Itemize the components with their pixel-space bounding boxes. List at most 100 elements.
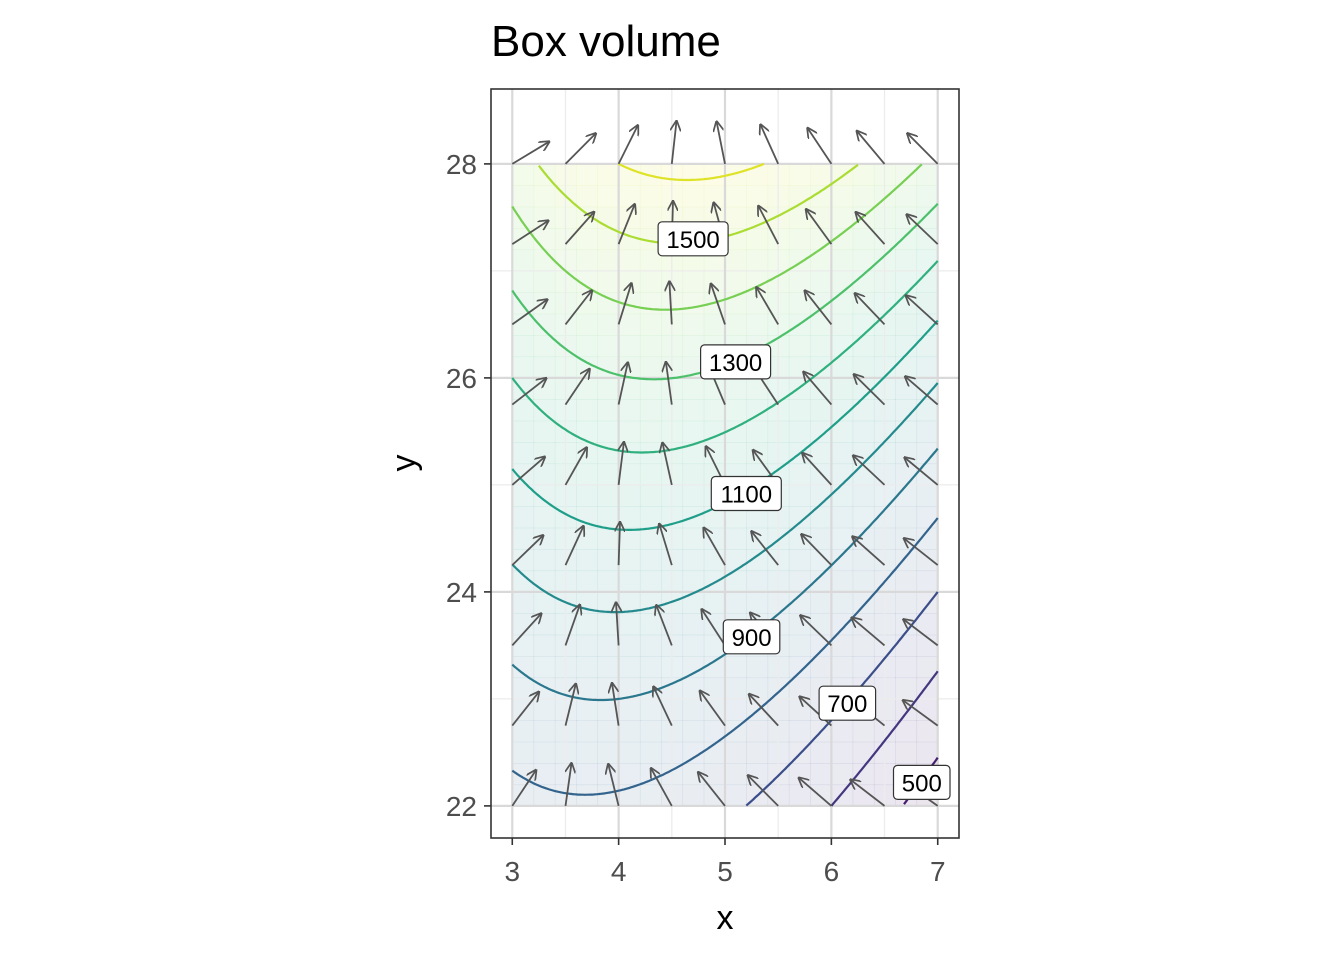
fill-cell <box>831 356 854 379</box>
x-tick-label: 6 <box>824 856 840 887</box>
fill-cell <box>831 313 854 336</box>
fill-cell <box>810 420 832 443</box>
fill-cell <box>576 228 598 251</box>
fill-cell <box>895 249 918 272</box>
fill-cell <box>895 656 918 679</box>
gradient-arrow <box>752 531 779 566</box>
fill-cell <box>597 292 620 315</box>
fill-cell <box>576 741 598 764</box>
fill-cell <box>746 677 769 700</box>
fill-cell <box>597 527 620 550</box>
contour-line <box>511 447 939 702</box>
fill-cell <box>852 784 875 807</box>
fill-cell <box>576 634 598 657</box>
chart-title: Box volume <box>491 17 721 66</box>
fill-cell <box>852 185 875 208</box>
gradient-arrow <box>853 456 886 486</box>
gradient-arrow <box>700 691 726 727</box>
fill-cell <box>788 399 811 422</box>
fill-cell <box>831 249 854 272</box>
fill-cell <box>597 463 620 486</box>
gradient-arrow <box>617 363 628 405</box>
fill-cell <box>618 549 641 572</box>
fill-cell <box>916 206 939 229</box>
fill-cell <box>810 249 832 272</box>
fill-cell <box>618 527 641 550</box>
x-axis: 3 4 5 6 7 <box>504 838 946 887</box>
fill-cell <box>682 784 705 807</box>
fill-cell <box>682 484 705 507</box>
fill-cell <box>810 335 832 358</box>
fill-cell <box>831 763 854 786</box>
fill-cell <box>746 763 769 786</box>
fill-cell <box>852 634 875 657</box>
fill-cell <box>639 356 662 379</box>
fill-cell <box>639 484 662 507</box>
fill-cell <box>682 463 705 486</box>
fill-cell <box>788 656 811 679</box>
fill-cell <box>682 442 705 465</box>
fill-cell <box>682 292 705 315</box>
fill-cell <box>576 249 598 272</box>
fill-cell <box>810 442 832 465</box>
fill-cell <box>852 591 875 614</box>
fill-cell <box>703 442 726 465</box>
contour-label-box <box>818 685 877 721</box>
gradient-arrow <box>801 534 833 566</box>
fill-cell <box>725 420 747 443</box>
fill-cell <box>682 591 705 614</box>
fill-cell <box>916 570 939 593</box>
fill-cell <box>639 270 662 293</box>
fill-cell <box>533 763 556 786</box>
fill-cell <box>703 549 726 572</box>
fill-cell <box>788 720 811 743</box>
fill-cell <box>725 249 747 272</box>
fill-cell <box>533 463 556 486</box>
fill-cell <box>810 741 832 764</box>
fill-cell <box>512 741 535 764</box>
fill-cell <box>533 677 556 700</box>
fill-cell <box>618 763 641 786</box>
fill-cell <box>788 506 811 529</box>
fill-cell <box>576 484 598 507</box>
fill-cell <box>852 506 875 529</box>
gradient-arrow <box>799 778 832 807</box>
fill-cell <box>533 549 556 572</box>
fill-cell <box>576 270 598 293</box>
fill-cell <box>533 270 556 293</box>
gradient-arrow <box>800 616 833 647</box>
fill-cell <box>916 185 939 208</box>
fill-cell <box>512 399 535 422</box>
fill-cell <box>788 270 811 293</box>
fill-cell <box>597 270 620 293</box>
fill-cell <box>512 549 535 572</box>
fill-cell <box>639 185 662 208</box>
fill-cell <box>703 399 726 422</box>
fill-cell <box>703 591 726 614</box>
fill-cell <box>831 527 854 550</box>
gradient-arrow <box>704 528 726 566</box>
x-axis-title: x <box>717 899 734 937</box>
gradient-arrow <box>511 535 543 566</box>
fill-cell <box>895 399 918 422</box>
fill-cell <box>788 570 811 593</box>
fill-cell <box>639 506 662 529</box>
fill-cell <box>703 656 726 679</box>
fill-cell <box>512 356 535 379</box>
fill-cell <box>746 549 769 572</box>
gradient-arrow <box>564 133 596 165</box>
fill-cell <box>597 420 620 443</box>
contour-label-box <box>657 221 729 257</box>
fill-cell <box>746 313 769 336</box>
fill-cell <box>618 677 641 700</box>
fill-cell <box>533 613 556 636</box>
fill-cell <box>533 292 556 315</box>
fill-cell <box>895 741 918 764</box>
contour-label-box <box>699 344 772 380</box>
fill-cell <box>852 163 875 186</box>
fill-cell <box>512 442 535 465</box>
fill-cell <box>746 185 769 208</box>
x-tick-label: 3 <box>504 856 520 887</box>
fill-cell <box>597 677 620 700</box>
contour-label: 900 <box>722 619 781 655</box>
